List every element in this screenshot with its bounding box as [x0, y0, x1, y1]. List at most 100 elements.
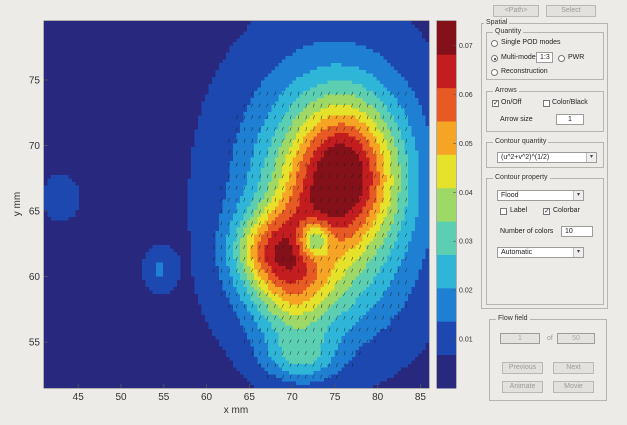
heatmap-cell [177, 140, 181, 144]
heatmap-cell [54, 49, 59, 53]
heatmap-cell [107, 371, 111, 375]
heatmap-cell [58, 346, 62, 351]
heatmap-cell [201, 336, 206, 340]
heatmap-cell [131, 360, 136, 365]
heatmap-cell [128, 31, 132, 36]
heatmap-cell [205, 126, 209, 130]
heatmap-cell [75, 255, 80, 260]
heatmap-cell [65, 318, 69, 323]
heatmap-cell [117, 276, 122, 281]
heatmap-cell [51, 84, 55, 88]
heatmap-cell [194, 129, 199, 134]
heatmap-cell [166, 385, 171, 388]
heatmap-cell [121, 94, 125, 99]
heatmap-cell [47, 364, 52, 368]
heatmap-cell [44, 108, 48, 113]
heatmap-cell [191, 315, 195, 319]
heatmap-cell [184, 101, 188, 106]
heatmap-cell [44, 350, 48, 354]
heatmap-cell [131, 332, 136, 337]
heatmap-cell [61, 231, 66, 235]
heatmap-cell [149, 318, 153, 323]
heatmap-cell [187, 94, 192, 99]
heatmap-cell [117, 59, 122, 64]
heatmap-cell [194, 154, 199, 158]
heatmap-cell [47, 304, 52, 309]
heatmap-cell [121, 238, 125, 242]
heatmap-cell [86, 189, 90, 193]
heatmap-cell [138, 42, 143, 46]
heatmap-cell [184, 255, 188, 260]
heatmap-cell [124, 357, 129, 361]
heatmap-cell [103, 129, 108, 134]
heatmap-cell [75, 84, 80, 88]
heatmap-cell [177, 94, 181, 99]
heatmap-cell [208, 108, 213, 113]
heatmap-cell [177, 371, 181, 375]
heatmap-cell [135, 164, 139, 169]
heatmap-cell [128, 290, 132, 295]
heatmap-cell [103, 213, 108, 218]
heatmap-cell [205, 266, 209, 270]
heatmap-cell [187, 318, 192, 323]
heatmap-cell [61, 52, 66, 57]
heatmap-cell [117, 31, 122, 36]
heatmap-cell [152, 164, 157, 169]
heatmap-cell [156, 94, 160, 99]
heatmap-cell [75, 199, 80, 204]
heatmap-cell [121, 157, 125, 162]
heatmap-cell [61, 276, 66, 281]
heatmap-cell [152, 381, 157, 386]
heatmap-cell [194, 350, 199, 354]
heatmap-cell [135, 364, 139, 368]
heatmap-cell [68, 157, 73, 162]
heatmap-cell [54, 287, 59, 291]
heatmap-cell [82, 122, 87, 127]
heatmap-cell [54, 66, 59, 71]
heatmap-cell [135, 385, 139, 388]
heatmap-cell [47, 367, 52, 372]
heatmap-cell [68, 203, 73, 207]
heatmap-cell [65, 157, 69, 162]
heatmap-cell [142, 203, 146, 207]
heatmap-cell [114, 262, 118, 267]
heatmap-cell [156, 178, 160, 183]
heatmap-cell [96, 35, 101, 39]
heatmap-cell [82, 157, 87, 162]
heatmap-cell [107, 143, 111, 148]
heatmap-cell [117, 157, 122, 162]
heatmap-cell [201, 350, 206, 354]
heatmap-cell [117, 175, 122, 179]
heatmap-cell [166, 94, 171, 99]
heatmap-cell [149, 56, 153, 60]
heatmap-cell [54, 42, 59, 46]
heatmap-cell [180, 262, 185, 267]
heatmap-cell [152, 66, 157, 71]
heatmap-cell [117, 374, 122, 379]
heatmap-cell [149, 269, 153, 274]
heatmap-cell [89, 343, 94, 347]
heatmap-cell [58, 364, 62, 368]
heatmap-cell [100, 364, 104, 368]
heatmap-cell [138, 28, 143, 32]
heatmap-cell [194, 357, 199, 361]
heatmap-cell [82, 339, 87, 344]
heatmap-cell [191, 227, 195, 232]
heatmap-cell [205, 332, 209, 337]
heatmap-cell [61, 108, 66, 113]
heatmap-cell [47, 248, 52, 253]
heatmap-cell [114, 315, 118, 319]
heatmap-cell [180, 105, 185, 109]
heatmap-cell [205, 276, 209, 281]
heatmap-cell [58, 168, 62, 172]
heatmap-cell [117, 119, 122, 123]
heatmap-cell [131, 84, 136, 88]
heatmap-cell [177, 21, 181, 25]
heatmap-cell [79, 374, 83, 379]
heatmap-cell [93, 168, 97, 172]
heatmap-cell [44, 147, 48, 151]
heatmap-cell [103, 322, 108, 326]
heatmap-cell [103, 189, 108, 193]
heatmap-cell [86, 217, 90, 221]
heatmap-cell [173, 175, 178, 179]
